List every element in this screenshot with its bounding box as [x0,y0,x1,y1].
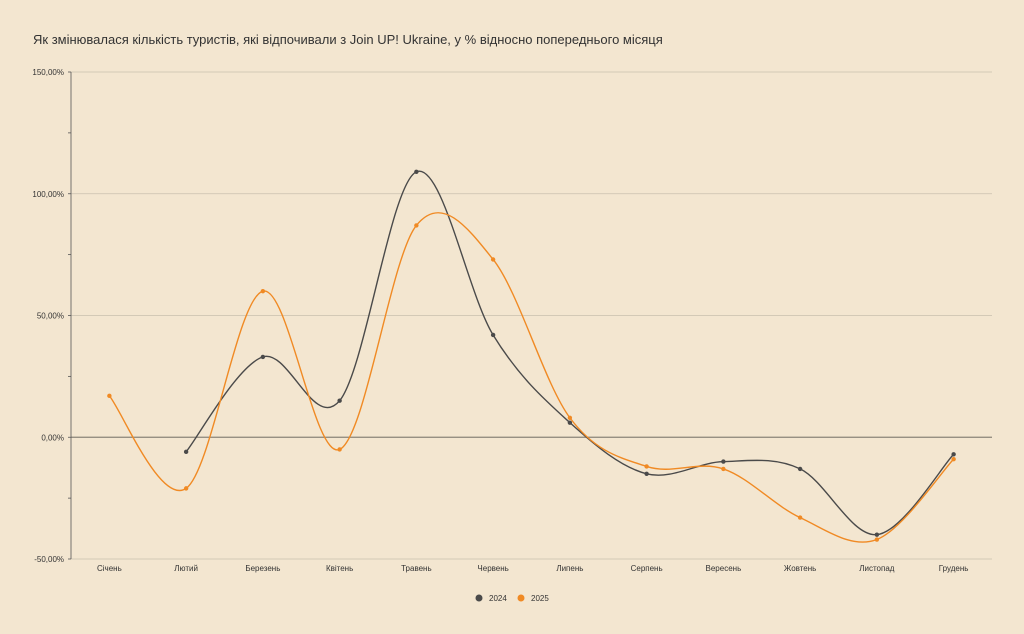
data-point-2025 [874,537,880,542]
x-tick-label: Травень [401,564,432,573]
data-point-2024 [260,354,266,360]
y-axis: -50,00% 0,00% 50,00% 100,00% 150,00% [32,68,72,564]
data-point-2024 [874,532,880,537]
data-point-2025 [183,486,189,491]
series-lines [107,169,956,543]
data-point-2025 [644,464,649,469]
data-point-2025 [721,466,726,472]
data-point-2025 [567,415,573,420]
chart-title: Як змінювалася кількість туристів, які в… [33,32,663,47]
data-point-2024 [644,471,649,476]
data-point-2025 [951,456,956,462]
data-point-2024 [414,169,419,175]
data-point-2024 [490,332,496,338]
legend-label: 2024 [489,594,507,603]
series-line-2025 [108,212,955,543]
legend: 2024 2025 [475,594,550,603]
data-point-2025 [337,447,342,452]
data-point-2024 [183,449,189,455]
legend-marker [475,594,483,602]
y-tick-label: 50,00% [37,312,64,321]
y-tick-label: 100,00% [32,190,64,199]
x-tick-label: Лютий [174,564,198,573]
y-tick-label: 150,00% [32,68,64,77]
x-tick-label: Липень [556,564,583,573]
data-point-2025 [414,223,419,228]
legend-item-2025[interactable]: 2025 [517,594,550,603]
x-tick-label: Жовтень [784,564,816,573]
data-point-2024 [721,459,726,464]
legend-item-2024[interactable]: 2024 [475,594,508,603]
x-tick-label: Серпень [631,564,663,573]
data-point-2025 [797,515,803,520]
x-tick-label: Листопад [859,564,895,573]
x-tick-label: Січень [97,564,122,573]
y-tick-label: 0,00% [41,433,64,442]
data-point-2025 [107,393,112,399]
x-tick-label: Червень [477,564,508,573]
legend-label: 2025 [531,594,549,603]
data-point-2024 [567,420,573,425]
data-point-2025 [490,257,496,262]
data-point-2025 [260,288,266,294]
x-tick-label: Грудень [939,564,969,573]
data-point-2024 [797,466,803,472]
grid-lines [71,71,992,560]
data-point-2024 [337,398,342,403]
x-tick-label: Березень [245,564,280,573]
x-tick-label: Квітень [326,564,353,573]
data-point-2024 [951,452,956,457]
x-axis: Січень Лютий Березень Квітень Травень Червень… [97,564,968,573]
legend-marker [517,594,525,602]
series-line-2024 [185,170,955,536]
y-tick-label: -50,00% [34,555,64,564]
x-tick-label: Вересень [706,564,742,573]
